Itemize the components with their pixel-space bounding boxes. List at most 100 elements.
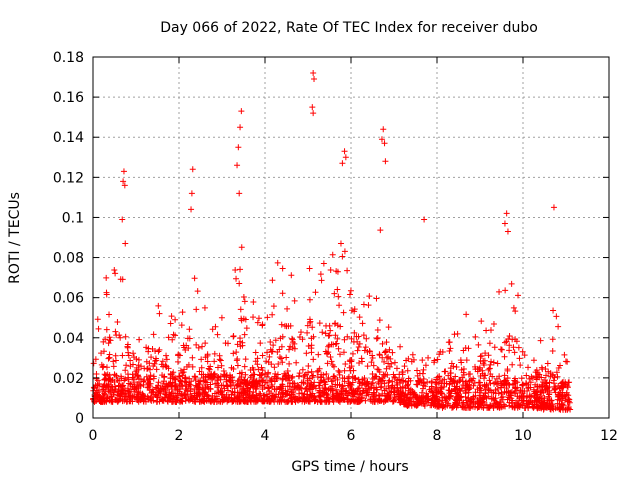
data-point — [176, 388, 183, 395]
data-point — [141, 365, 148, 372]
data-point — [543, 380, 550, 387]
data-point — [439, 348, 446, 355]
data-point — [250, 314, 257, 321]
data-point — [474, 368, 481, 375]
data-point — [122, 333, 129, 340]
data-point — [185, 381, 192, 388]
data-point — [127, 363, 134, 370]
data-point — [539, 366, 546, 373]
data-point — [421, 216, 428, 223]
data-point — [292, 393, 299, 400]
data-point — [188, 395, 195, 402]
data-point — [99, 364, 106, 371]
data-point — [217, 388, 224, 395]
data-point — [250, 298, 257, 305]
data-point — [294, 397, 301, 404]
data-point — [120, 178, 127, 185]
data-point — [175, 373, 182, 380]
data-point — [355, 343, 362, 350]
data-point — [198, 364, 205, 371]
data-point — [263, 391, 270, 398]
data-point — [127, 357, 134, 364]
data-point — [504, 366, 511, 373]
data-point — [485, 404, 492, 411]
data-point — [150, 375, 157, 382]
data-point — [236, 389, 243, 396]
data-point — [467, 398, 474, 405]
data-point — [325, 394, 332, 401]
data-point — [329, 377, 336, 384]
data-point — [183, 385, 190, 392]
data-point — [523, 393, 530, 400]
data-point — [399, 368, 406, 375]
data-point — [501, 388, 508, 395]
data-point — [334, 335, 341, 342]
data-point — [317, 398, 324, 405]
y-tick-label: 0.1 — [62, 210, 84, 226]
data-point — [240, 294, 247, 301]
data-point — [225, 387, 232, 394]
data-point — [299, 336, 306, 343]
data-point — [404, 391, 411, 398]
data-point — [228, 364, 235, 371]
data-point — [278, 343, 285, 350]
data-point — [453, 363, 460, 370]
data-point — [222, 340, 229, 347]
data-point — [103, 289, 110, 296]
data-point — [147, 372, 154, 379]
data-point — [135, 376, 142, 383]
data-point — [475, 379, 482, 386]
data-point — [407, 377, 414, 384]
data-point — [385, 353, 392, 360]
data-point — [198, 371, 205, 378]
data-point — [397, 343, 404, 350]
data-point — [211, 358, 218, 365]
data-point — [234, 162, 241, 169]
data-point — [466, 404, 473, 411]
data-point — [257, 391, 264, 398]
data-point — [334, 286, 341, 293]
data-point — [241, 363, 248, 370]
data-point — [454, 393, 461, 400]
data-point — [334, 376, 341, 383]
data-point — [359, 376, 366, 383]
data-point — [402, 379, 409, 386]
data-point — [235, 377, 242, 384]
data-point — [385, 324, 392, 331]
data-point — [395, 395, 402, 402]
data-point — [140, 381, 147, 388]
data-point — [298, 389, 305, 396]
data-point — [421, 402, 428, 409]
data-point — [199, 343, 206, 350]
data-point — [556, 401, 563, 408]
data-point — [401, 396, 408, 403]
data-point — [90, 360, 97, 367]
data-point — [370, 362, 377, 369]
data-point — [121, 182, 128, 189]
data-point — [447, 378, 454, 385]
data-point — [341, 248, 348, 255]
data-point — [126, 380, 133, 387]
data-point — [303, 385, 310, 392]
data-point — [373, 295, 380, 302]
data-point — [112, 270, 119, 277]
data-point — [266, 353, 273, 360]
data-point — [395, 388, 402, 395]
data-point — [433, 391, 440, 398]
data-point — [512, 336, 519, 343]
data-point — [504, 228, 511, 235]
data-point — [336, 302, 343, 309]
data-point — [234, 362, 241, 369]
data-point — [464, 383, 471, 390]
data-point — [332, 341, 339, 348]
data-point — [545, 368, 552, 375]
data-point — [348, 335, 355, 342]
data-point — [204, 392, 211, 399]
data-point — [544, 360, 551, 367]
data-point — [236, 383, 243, 390]
data-point — [335, 367, 342, 374]
data-point — [561, 351, 568, 358]
data-point — [481, 375, 488, 382]
data-point — [341, 367, 348, 374]
data-point — [279, 376, 286, 383]
